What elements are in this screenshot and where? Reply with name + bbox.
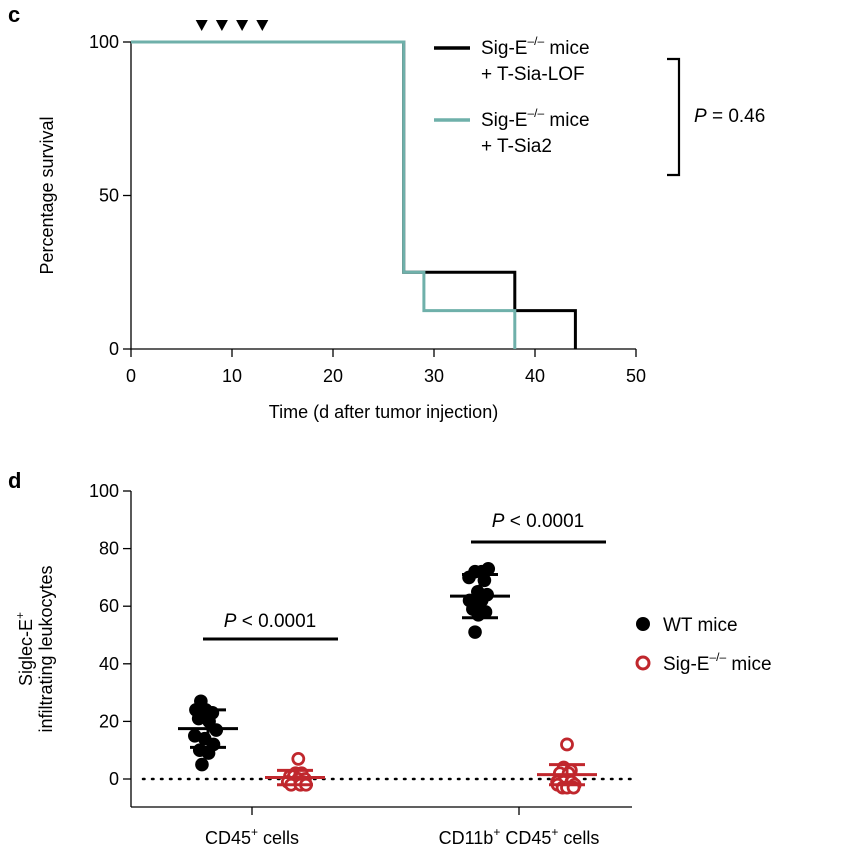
dot-plot-points: [188, 561, 582, 795]
legend-label-main: WT mice: [663, 615, 738, 636]
y-axis-title-main: Siglec-E: [16, 619, 36, 686]
legend-label-suffix: mice: [544, 38, 589, 59]
category-text: CD45: [500, 828, 551, 848]
survival-stat: P = 0.46: [667, 57, 765, 177]
y-tick-label: 60: [99, 596, 119, 616]
data-point-filled: [201, 746, 216, 760]
legend-label: Sig-E–/– mice: [481, 106, 590, 131]
p-italic: P: [492, 511, 505, 532]
treatment-markers: [195, 20, 269, 31]
x-tick-label: 20: [323, 366, 343, 386]
y-tick-label: 100: [89, 481, 119, 501]
x-tick-label: 30: [424, 366, 444, 386]
category-sup: +: [551, 825, 558, 839]
data-point-open: [560, 737, 574, 752]
data-point-filled: [195, 757, 209, 772]
x-tick-label: 40: [525, 366, 545, 386]
data-point-filled: [462, 570, 476, 585]
dot-plot-error-bars: [178, 573, 597, 787]
panel-label-d: d: [8, 468, 21, 493]
x-tick-label: 0: [126, 366, 136, 386]
data-point-filled: [191, 711, 206, 726]
legend-marker-open: [635, 655, 651, 671]
stat-p-italic: P: [694, 106, 707, 127]
x-tick-label: 10: [222, 366, 242, 386]
survival-curves: [131, 40, 577, 349]
legend-label-suffix: mice: [544, 110, 589, 131]
data-point-filled: [468, 625, 482, 639]
y-tick-label: 100: [89, 32, 119, 52]
comparison-p-value: P < 0.0001: [224, 611, 316, 632]
legend-label: Sig-E–/– mice: [481, 34, 590, 59]
y-tick-label: 80: [99, 539, 119, 559]
dot-plot-legend: WT mice Sig-E–/– mice: [635, 615, 772, 675]
category-text: cells: [558, 828, 599, 848]
treatment-arrow-marker: [195, 20, 208, 31]
stat-p-value: P = 0.46: [694, 106, 765, 127]
legend-marker-filled: [636, 617, 650, 631]
p-rest: < 0.0001: [236, 611, 316, 632]
x-axis-title: Time (d after tumor injection): [269, 402, 498, 422]
y-tick-label: 0: [109, 339, 119, 359]
legend-label-main: Sig-E: [481, 110, 527, 131]
legend-label-sup: –/–: [527, 34, 544, 48]
category-sup: +: [493, 825, 500, 839]
legend-label: Sig-E–/– mice: [663, 650, 772, 675]
treatment-arrow-marker: [236, 20, 249, 31]
panel-label-c: c: [8, 2, 20, 27]
y-axis-title-sup: +: [13, 612, 27, 619]
legend-label-main: Sig-E: [663, 654, 709, 675]
category-sup: +: [251, 825, 258, 839]
legend-label-main: Sig-E: [481, 38, 527, 59]
x-category-label: CD45+ cells: [205, 825, 299, 848]
stat-bracket: [667, 57, 681, 177]
x-category-label: CD11b+ CD45+ cells: [439, 825, 600, 848]
legend-label-sup: –/–: [709, 650, 726, 664]
p-italic: P: [224, 611, 237, 632]
category-text: CD45: [205, 828, 251, 848]
comparison-p-value: P < 0.0001: [492, 511, 584, 532]
y-tick-label: 40: [99, 654, 119, 674]
data-point-open: [291, 751, 306, 766]
survival-chart: 0 50 100 0 10 20 30 40 50 Time (d after tumor inj…: [37, 20, 765, 422]
p-rest: < 0.0001: [504, 511, 584, 532]
stat-p-rest: = 0.46: [707, 106, 766, 127]
data-point-filled: [481, 561, 496, 576]
y-tick-label: 20: [99, 711, 119, 731]
survival-curve-series-1: [131, 40, 577, 349]
legend-label-sup: –/–: [527, 106, 544, 120]
y-axis-title: Percentage survival: [37, 116, 57, 274]
data-point-filled: [471, 608, 486, 622]
survival-curve-series-2: [131, 40, 517, 349]
category-text: CD11b: [439, 828, 494, 848]
y-tick-label: 50: [99, 186, 119, 206]
treatment-arrow-marker: [215, 20, 228, 31]
y-axis-title-line2: infiltrating leukocytes: [36, 565, 56, 732]
legend-label: WT mice: [663, 615, 738, 636]
legend-label-line2: + T-Sia-LOF: [481, 64, 585, 85]
legend-label-suffix: mice: [726, 654, 771, 675]
treatment-arrow-marker: [256, 20, 269, 31]
category-text: cells: [258, 828, 299, 848]
y-axis-title-line1: Siglec-E+: [13, 612, 36, 686]
survival-axes: 0 50 100 0 10 20 30 40 50 Time (d after tumor inj…: [37, 32, 646, 422]
x-tick-label: 50: [626, 366, 646, 386]
y-tick-label: 0: [109, 769, 119, 789]
legend-label-line2: + T-Sia2: [481, 136, 552, 157]
